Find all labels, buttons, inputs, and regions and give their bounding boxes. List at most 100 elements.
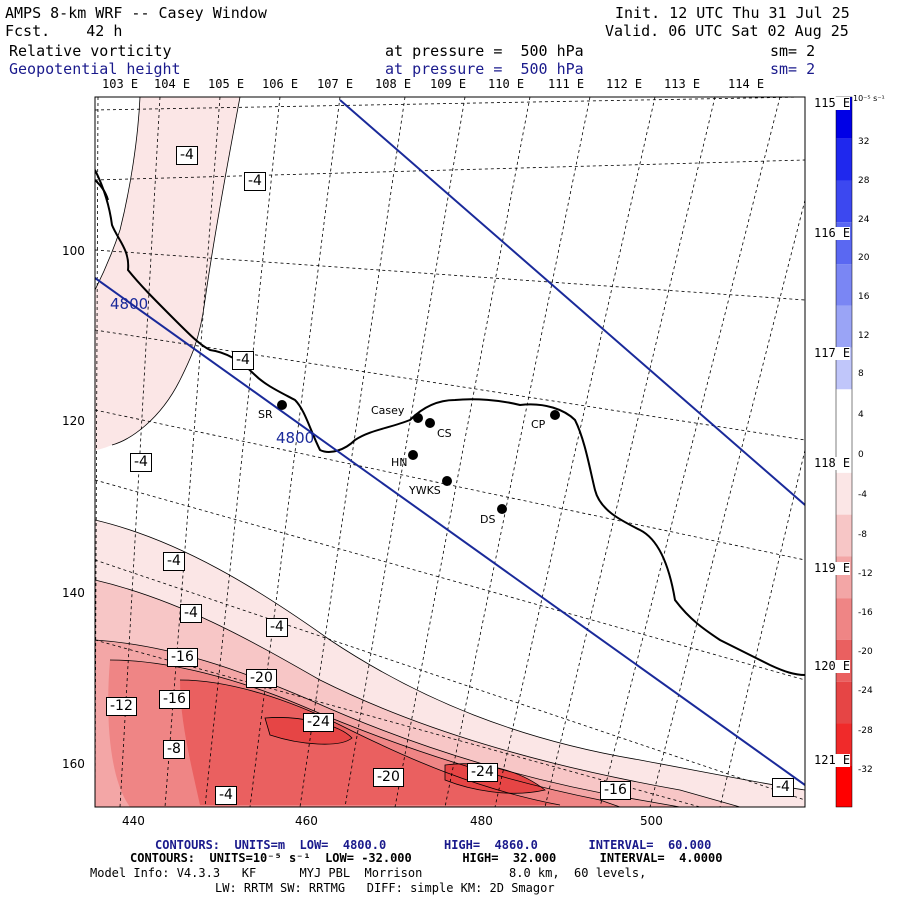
valid-time: Valid. 06 UTC Sat 02 Aug 25: [605, 22, 849, 40]
vorticity-contour-label: -4: [244, 172, 266, 191]
colorbar-label: -32: [858, 765, 873, 775]
lon-label: 111 E: [548, 77, 585, 91]
vorticity-contour-label: -4: [232, 351, 254, 370]
y-tick-label: 160: [62, 757, 85, 771]
vorticity-contour-label: -16: [159, 690, 190, 709]
vorticity-contour-label: -4: [180, 604, 202, 623]
lat-label: 118 E: [814, 456, 851, 470]
colorbar-swatch: [836, 472, 852, 515]
field1-level: at pressure = 500 hPa: [385, 42, 584, 60]
colorbar-swatch: [836, 264, 852, 306]
vorticity-contour-label: -24: [303, 713, 334, 732]
colorbar-label: 12: [858, 331, 870, 341]
vorticity-contour-label: -4: [130, 453, 152, 472]
vorticity-contour-label: -16: [167, 648, 198, 667]
colorbar-label: 4: [858, 410, 864, 420]
station-label: SR: [258, 408, 273, 421]
lon-label: 113 E: [664, 77, 701, 91]
station-label: YWKS: [409, 484, 441, 497]
colorbar-swatch: [836, 598, 852, 640]
init-time: Init. 12 UTC Thu 31 Jul 25: [615, 4, 850, 22]
x-tick-label: 440: [122, 814, 145, 828]
vorticity-contour-label: -4: [215, 786, 237, 805]
colorbar-label: 16: [858, 292, 870, 302]
field1-name: Relative vorticity: [9, 42, 172, 60]
vorticity-contour-label: -24: [467, 763, 498, 782]
colorbar: [835, 96, 853, 808]
lon-label: 108 E: [375, 77, 412, 91]
field2-name: Geopotential height: [9, 60, 181, 78]
colorbar-swatch: [836, 138, 852, 181]
vorticity-contour-label: -4: [266, 618, 288, 637]
y-tick-label: 140: [62, 586, 85, 600]
colorbar-label: -16: [858, 608, 873, 618]
x-tick-label: 480: [470, 814, 493, 828]
station-label: HN: [391, 456, 408, 469]
station-ds-marker: [497, 504, 507, 514]
chart-title: AMPS 8-km WRF -- Casey Window: [5, 4, 267, 22]
lat-label: 116 E: [814, 226, 851, 240]
lat-label: 119 E: [814, 561, 851, 575]
plot-frame: [94, 96, 806, 808]
station-label: DS: [480, 513, 496, 526]
station-label: CS: [437, 427, 452, 440]
stations: [277, 400, 560, 514]
lon-label: 104 E: [154, 77, 191, 91]
lon-label: 107 E: [317, 77, 354, 91]
vorticity-shading: [95, 97, 805, 807]
vorticity-contour-label: -4: [176, 146, 198, 165]
colorbar-label: 8: [858, 369, 864, 379]
x-tick-label: 500: [640, 814, 663, 828]
lon-label: 114 E: [728, 77, 765, 91]
colorbar-label: -28: [858, 726, 873, 736]
lat-label: 115 E: [814, 96, 851, 110]
station-casey-marker: [413, 413, 423, 423]
station-cs-marker: [425, 418, 435, 428]
colorbar-swatch: [836, 765, 852, 807]
footer-physics: LW: RRTM SW: RRTMG DIFF: simple KM: 2D S…: [215, 881, 555, 895]
station-sr-marker: [277, 400, 287, 410]
colorbar-swatch: [836, 514, 852, 557]
colorbar-label: 28: [858, 176, 870, 186]
colorbar-label: -20: [858, 647, 873, 657]
lon-label: 109 E: [430, 77, 467, 91]
y-tick-label: 100: [62, 244, 85, 258]
lat-label: 121 E: [814, 753, 851, 767]
station-hn-marker: [408, 450, 418, 460]
lon-label: 110 E: [488, 77, 525, 91]
lon-label: 106 E: [262, 77, 299, 91]
colorbar-swatch: [836, 389, 852, 432]
colorbar-label: -24: [858, 686, 873, 696]
lon-label: 112 E: [606, 77, 643, 91]
field1-smoothing: sm= 2: [770, 42, 816, 60]
colorbar-label: 20: [858, 253, 870, 263]
vorticity-contour-label: -12: [106, 697, 137, 716]
forecast-hour: Fcst. 42 h: [5, 22, 123, 40]
y-tick-label: 120: [62, 414, 85, 428]
station-ywks-marker: [442, 476, 452, 486]
station-cp-marker: [550, 410, 560, 420]
colorbar-label: -8: [858, 530, 867, 540]
vorticity-contour-label: -8: [163, 740, 185, 759]
x-tick-label: 460: [295, 814, 318, 828]
colorbar-label: 32: [858, 137, 870, 147]
colorbar-swatch: [836, 681, 852, 724]
colorbar-label: 0: [858, 450, 864, 460]
station-label: CP: [531, 418, 546, 431]
colorbar-unit: 10⁻⁵ s⁻¹: [853, 94, 885, 103]
colorbar-swatch: [836, 305, 852, 348]
vorticity-contour-label: -20: [246, 669, 277, 688]
colorbar-label: -12: [858, 569, 873, 579]
lon-label: 103 E: [102, 77, 139, 91]
vorticity-contour-label: -4: [772, 778, 794, 797]
station-label: Casey: [371, 404, 405, 417]
height-contour-label: 4800: [110, 295, 149, 313]
field2-smoothing: sm= 2: [770, 60, 816, 78]
footer-contours-vorticity: CONTOURS: UNITS=10⁻⁵ s⁻¹ LOW= -32.000 HI…: [130, 851, 723, 865]
footer-contours-height: CONTOURS: UNITS=m LOW= 4800.0 HIGH= 4860…: [155, 838, 712, 852]
vorticity-contour-label: -4: [163, 552, 185, 571]
colorbar-swatch: [836, 180, 852, 223]
lat-label: 120 E: [814, 659, 851, 673]
colorbar-label: 24: [858, 215, 870, 225]
